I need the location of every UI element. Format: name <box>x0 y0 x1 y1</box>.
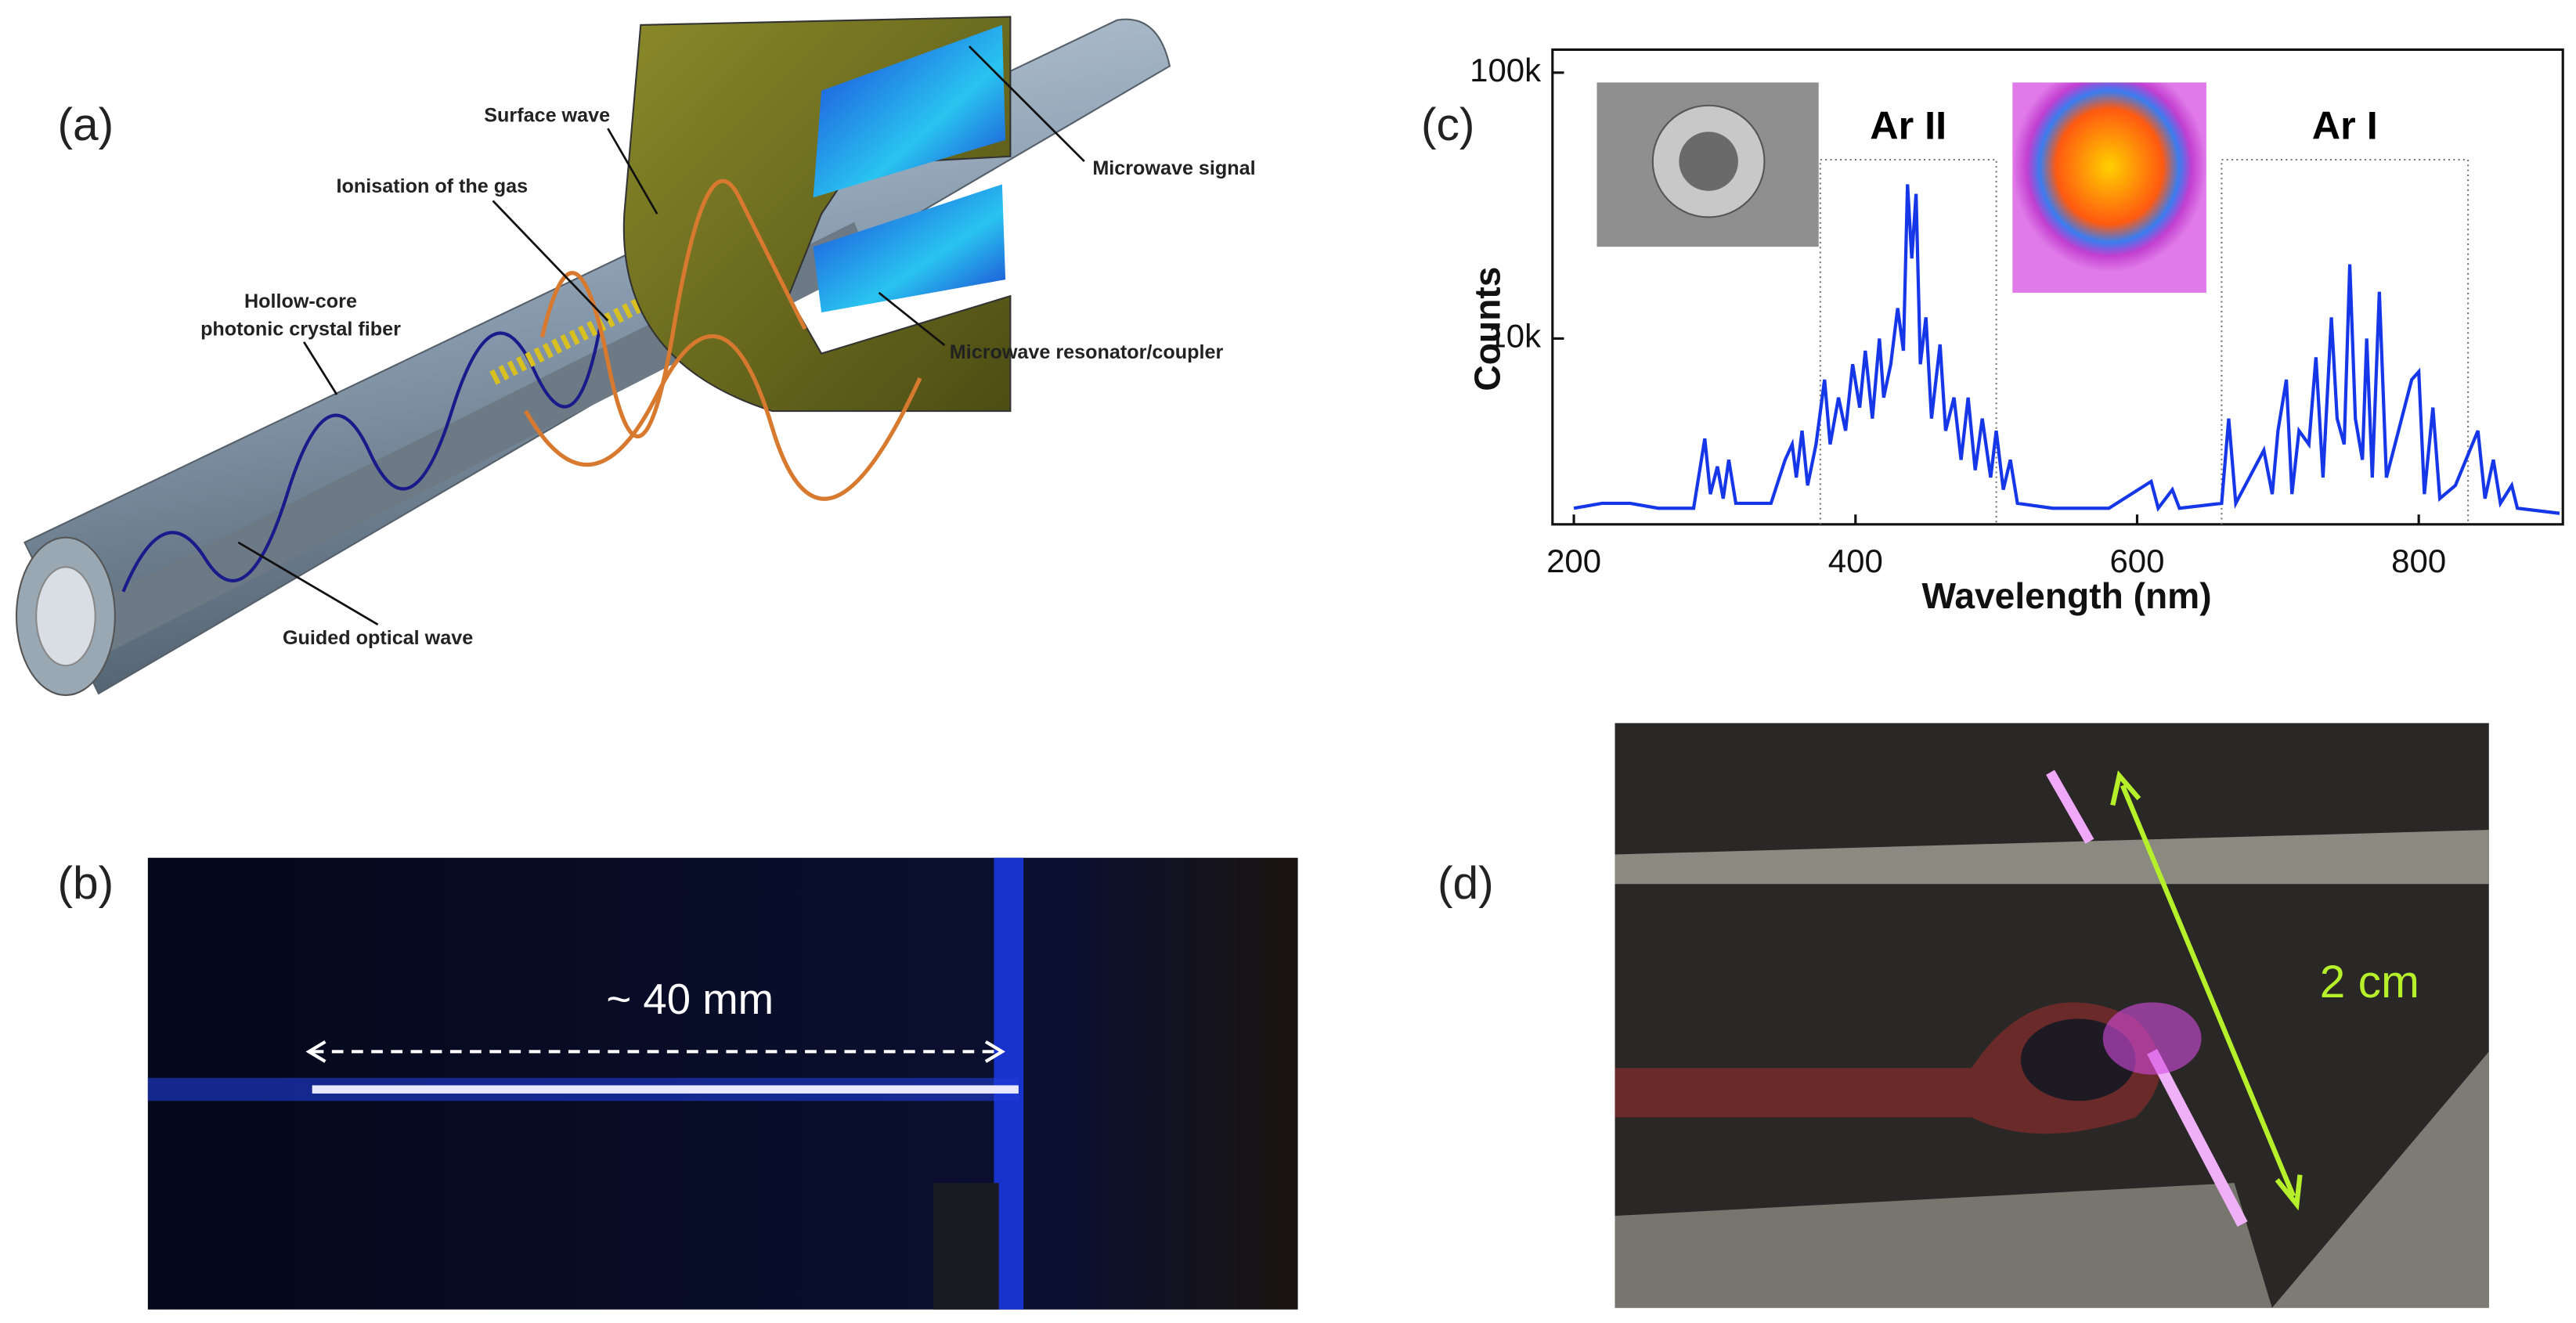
spectrum-line <box>1573 184 2560 515</box>
diagram-label: Hollow-core <box>244 290 357 312</box>
x-tick-label: 400 <box>1828 543 1883 579</box>
diagram-label: Guided optical wave <box>283 627 473 649</box>
spectrum-chart: Ar II Ar I 200 400 600 800 10k 100k Wavelength (… <box>1467 48 2564 616</box>
leader <box>303 341 338 395</box>
region-box <box>1819 158 1997 525</box>
region-label: Ar I <box>2312 103 2378 147</box>
diagram-label: Microwave signal <box>1092 157 1255 179</box>
x-tick-label: 600 <box>2109 543 2164 579</box>
y-axis-title: Counts <box>1467 267 1508 391</box>
plot-frame <box>1551 48 2564 526</box>
diagram-label: Surface wave <box>484 105 610 127</box>
leader <box>968 45 1085 163</box>
panel-label: (d) <box>1438 858 1494 909</box>
leader <box>607 128 658 214</box>
leader <box>492 200 609 322</box>
fiber-diagram <box>15 16 1171 697</box>
panel-label: (b) <box>57 858 114 909</box>
leader <box>878 291 946 347</box>
photo-b <box>147 857 1298 1310</box>
diagram-label: photonic crystal fiber <box>200 319 401 341</box>
annotation: ~ 40 mm <box>606 975 774 1023</box>
x-tick-label: 800 <box>2391 543 2446 579</box>
diagram-label: Ionisation of the gas <box>337 175 529 197</box>
inset-core <box>1679 132 1738 191</box>
x-tick-label: 200 <box>1546 543 1601 579</box>
photo-d <box>1615 723 2489 1308</box>
diagram-labels <box>237 45 1085 625</box>
region-label: Ar II <box>1870 103 1946 147</box>
inset-mode <box>2012 82 2206 293</box>
diagram-label: Microwave resonator/coupler <box>950 341 1224 363</box>
y-tick-label: 10k <box>1488 317 1542 354</box>
leader <box>237 541 379 625</box>
panel-label: (c) <box>1421 99 1475 150</box>
x-axis-title: Wavelength (nm) <box>1921 575 2211 616</box>
region-box <box>2221 158 2470 525</box>
fiber-core <box>35 566 96 667</box>
y-tick-label: 100k <box>1470 52 1542 88</box>
panel-label: (a) <box>57 99 114 150</box>
annotation: 2 cm <box>2320 957 2419 1008</box>
